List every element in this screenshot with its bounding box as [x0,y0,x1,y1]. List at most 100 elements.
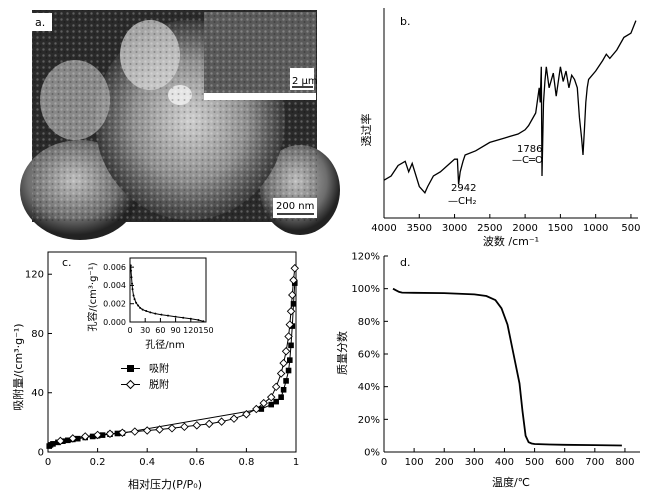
desorption-point [68,434,78,443]
ir-x-tick-label: 1500 [548,223,573,234]
isotherm-x-tick-label: 0 [45,457,51,468]
adsorption-point [74,435,81,442]
tga-x-tick-label: 200 [435,457,454,468]
annotation-ch2-value: 2942 [451,183,476,194]
desorption-point [289,275,298,285]
legend-label-desorption: 脱附 [149,378,169,391]
tga-y-tick-label: 0% [364,448,380,459]
pore-distribution-point [167,314,169,317]
pore-distribution-point [145,310,148,313]
pore-distribution-point [149,311,152,314]
panel-a-label: a. [35,16,45,29]
inset-x-tick-label: 30 [140,326,150,335]
adsorption-point [273,398,279,405]
desorption-point [286,307,296,316]
panel-a-label-box [32,13,52,31]
panel-a-sem-image [20,10,340,240]
isotherm-x-tick-label: 0.8 [238,457,254,468]
tga-x-tick-label: 800 [615,457,634,468]
ir-x-tick-label: 2000 [512,223,537,234]
pore-distribution-point [131,288,134,291]
desorption-point [130,427,140,436]
adsorption-point [89,433,96,440]
legend-marker-desorption [125,379,136,390]
inset-frame [129,257,207,323]
adsorption-point [99,432,106,438]
tga-y-tick-label: 80% [358,317,380,328]
isotherm-x-tick-label: 0.4 [139,457,155,468]
isotherm-y-tick-label: 40 [31,388,44,399]
pore-distribution-point [202,320,205,323]
adsorption-point [258,406,265,412]
tga-x-tick-label: 700 [585,457,604,468]
tga-x-tick-label: 100 [405,457,424,468]
adsorption-point [287,357,293,363]
tga-y-tick-label: 120% [351,252,380,263]
isotherm-x-tick-label: 0.6 [189,457,205,468]
annotation-co-value: 1786 [517,144,542,155]
panel-c-y-axis-label: 吸附量/(cm³·g⁻¹) [11,323,25,410]
inset-x-tick-label: 60 [155,326,165,335]
tga-y-tick-label: 40% [358,382,380,393]
panel-b-label: b. [400,15,410,28]
adsorption-point [65,437,71,444]
annotation-co-group: —C═O [512,155,543,166]
desorption-point [93,430,102,440]
adsorption-point [268,401,274,408]
panel-c-isotherm-chart: c. 吸附量/(cm³·g⁻¹) 相对压力(P/P₀) 吸附 脱附 孔容/(cm… [11,251,299,491]
pore-distribution-point [135,301,138,304]
desorption-point [142,426,152,435]
panel-c-label: c. [62,256,72,269]
panel-b-x-axis-label: 波数 /cm⁻¹ [483,235,539,248]
inset-x-tick-label: 0 [127,326,132,335]
panel-d-x-axis-label: 温度/℃ [492,475,530,489]
isotherm-y-tick-label: 80 [31,329,44,340]
inset-y-tick-label: 0.002 [103,300,126,309]
tga-y-tick-label: 60% [358,350,380,361]
ir-x-tick-label: 500 [621,223,640,234]
adsorption-line [48,283,296,447]
inset-y-tick-label: 0.004 [103,281,126,290]
pore-distribution-point [139,306,142,309]
scale-bar-box [273,198,317,218]
adsorption-point [288,342,294,349]
legend-label-adsorption: 吸附 [149,362,169,375]
inset-y-tick-label: 0.000 [103,318,126,327]
ir-x-tick-label: 1000 [583,223,608,234]
desorption-point [242,409,251,419]
inset-y-tick-label: 0.006 [103,263,126,272]
desorption-point [259,398,268,408]
desorption-point [290,264,299,273]
pore-distribution-point [137,304,140,307]
tga-x-tick-label: 600 [555,457,574,468]
panel-c-legend: 吸附 脱附 [121,362,169,391]
desorption-point [271,382,281,392]
tga-x-tick-label: 400 [495,457,514,468]
isotherm-x-tick-label: 0.2 [90,457,106,468]
desorption-point [118,428,127,437]
desorption-point [192,421,202,430]
desorption-point [204,419,214,429]
tga-x-tick-label: 300 [465,457,484,468]
tga-x-tick-label: 0 [381,457,387,468]
desorption-point [252,404,261,414]
ir-x-tick-label: 3000 [442,223,467,234]
desorption-point [80,432,90,441]
panel-d-y-axis-label: 质量分数 [336,331,349,375]
pore-distribution-point [174,315,177,318]
ir-x-tick-label: 4000 [371,223,396,234]
desorption-point [284,332,293,341]
ir-x-tick-label: 2500 [477,223,502,234]
tga-mass-line [392,287,622,447]
pore-distribution-point [130,269,133,272]
pore-distribution-point [189,317,192,320]
pore-distribution-point [160,313,163,316]
pore-distribution-line [130,265,204,322]
isotherm-x-tick-label: 1 [293,457,299,468]
inset-x-axis-label: 孔径/nm [145,338,184,351]
adsorption-point [50,441,56,447]
desorption-point [105,429,115,439]
isotherm-frame [47,251,297,453]
isotherm-y-tick-label: 0 [38,448,44,459]
inset-y-axis-label: 孔容/(cm³·g⁻¹) [86,262,99,331]
